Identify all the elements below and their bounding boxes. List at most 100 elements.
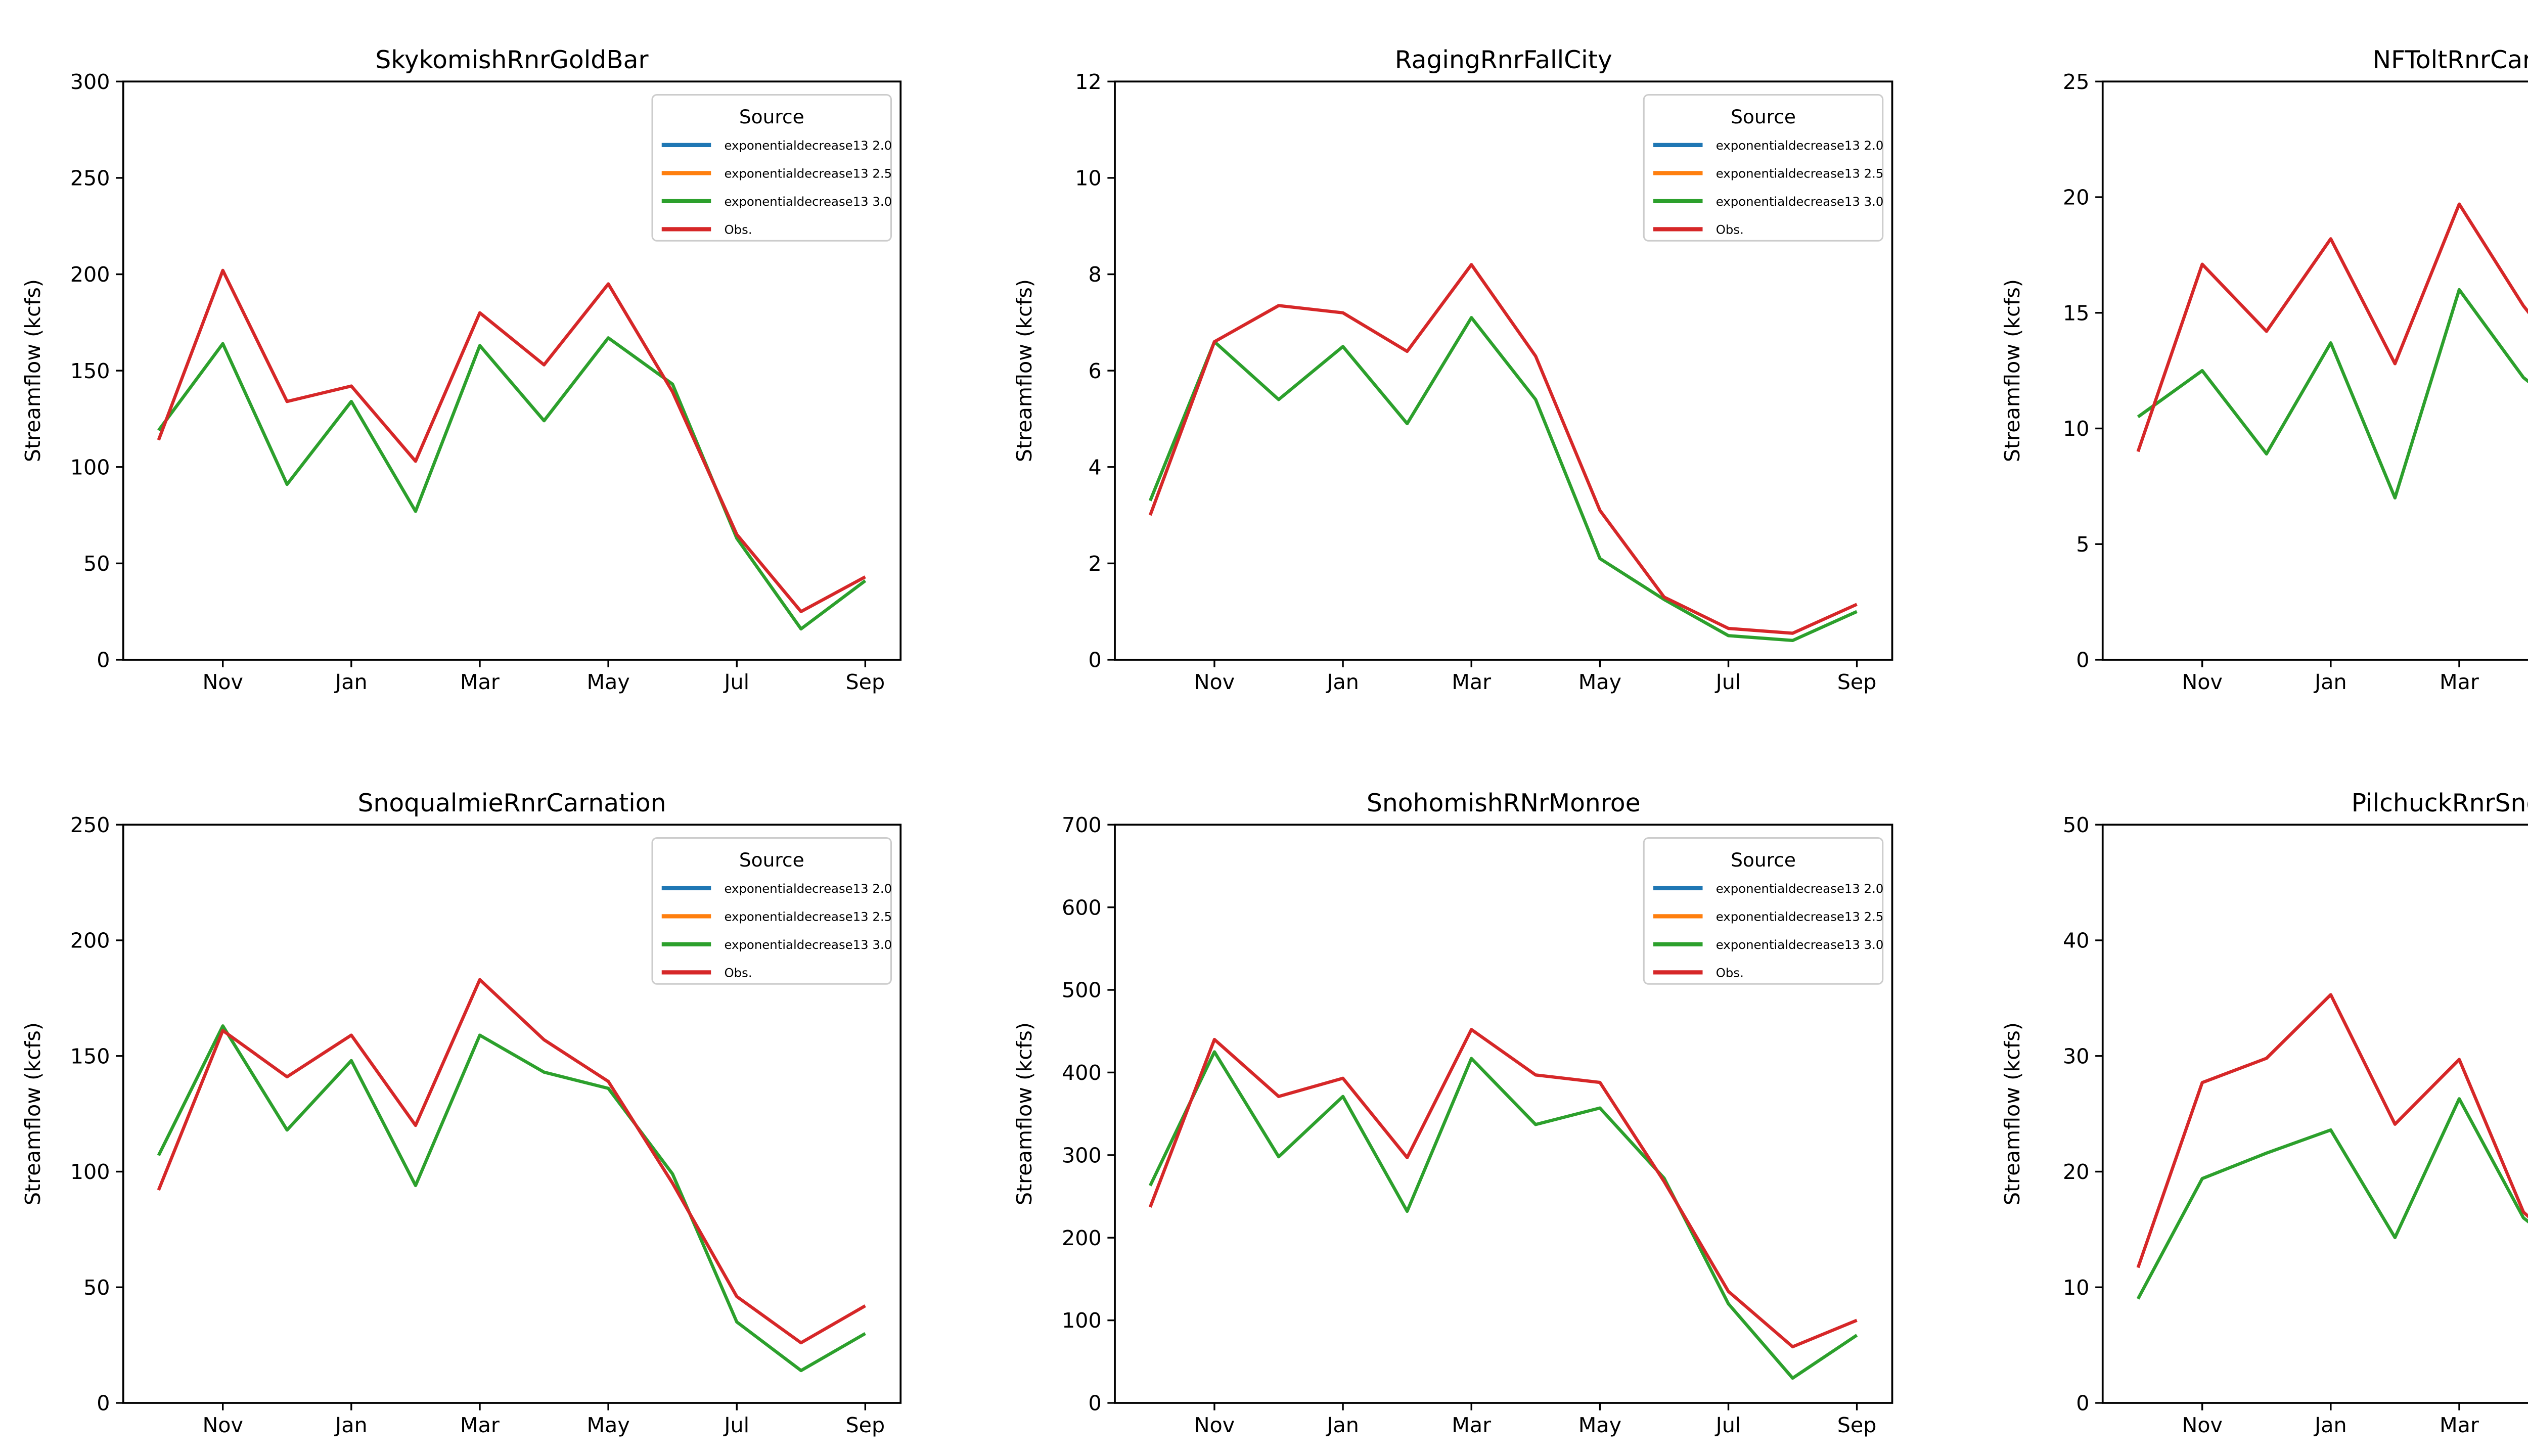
- series-line-exponentialdecrease13-3.0: [2136, 1097, 2528, 1300]
- legend-label: exponentialdecrease13 2.0: [725, 881, 892, 896]
- x-tick-label: Nov: [202, 1413, 243, 1437]
- axes-frame: [1114, 824, 1893, 1404]
- chart-panel-SkykomishRnrGoldBar: SkykomishRnrGoldBar Streamflow (kcfs) 0 50 1…: [21, 46, 902, 694]
- y-tick-label: 0: [1089, 1391, 1102, 1416]
- y-tick-label: 250: [70, 813, 110, 837]
- series-line-obs.: [2136, 202, 2528, 452]
- y-tick-label: 200: [70, 929, 110, 953]
- y-axis-label: Streamflow (kcfs): [1012, 1022, 1036, 1205]
- legend-label: exponentialdecrease13 2.5: [725, 166, 892, 180]
- x-tick-label: Jan: [2313, 670, 2347, 694]
- x-tick-label: Nov: [202, 670, 243, 694]
- y-tick-label: 0: [1089, 648, 1102, 672]
- legend-label: exponentialdecrease13 2.0: [725, 138, 892, 153]
- y-axis-label: Streamflow (kcfs): [21, 1022, 45, 1205]
- legend-label: exponentialdecrease13 3.0: [1716, 194, 1884, 209]
- panel-title: SnohomishRNrMonroe: [1367, 789, 1641, 817]
- y-tick-label: 5: [2076, 532, 2089, 557]
- legend-label: exponentialdecrease13 2.5: [725, 909, 892, 924]
- y-tick-label: 100: [70, 455, 110, 479]
- y-tick-label: 150: [70, 1044, 110, 1068]
- x-tick-label: Mar: [2440, 1413, 2479, 1437]
- x-tick-label: May: [1578, 1413, 1621, 1437]
- legend-label: exponentialdecrease13 3.0: [725, 937, 892, 952]
- y-tick-label: 100: [70, 1160, 110, 1184]
- x-tick-label: Jul: [723, 1413, 749, 1437]
- x-tick-label: Sep: [1837, 670, 1877, 694]
- y-axis-label: Streamflow (kcfs): [2000, 279, 2024, 462]
- x-tick-label: Nov: [1194, 1413, 1235, 1437]
- legend-title: Source: [1731, 849, 1796, 871]
- y-tick-label: 8: [1089, 262, 1102, 287]
- y-tick-label: 200: [70, 262, 110, 287]
- panel-title: SkykomishRnrGoldBar: [375, 46, 649, 74]
- y-axis-label: Streamflow (kcfs): [2000, 1022, 2024, 1205]
- x-tick-label: Sep: [845, 670, 885, 694]
- chart-panel-SnohomishRNrMonroe: SnohomishRNrMonroe Streamflow (kcfs) 0 100 2…: [1012, 789, 1893, 1437]
- legend-label: exponentialdecrease13 3.0: [725, 194, 892, 209]
- x-tick-label: May: [586, 670, 629, 694]
- y-tick-label: 50: [83, 1276, 110, 1300]
- y-tick-label: 0: [2076, 648, 2089, 672]
- x-tick-label: Jul: [1714, 670, 1741, 694]
- x-tick-label: Jan: [334, 1413, 368, 1437]
- y-tick-label: 100: [1062, 1308, 1102, 1333]
- x-tick-label: Mar: [460, 1413, 500, 1437]
- legend-label: Obs.: [1716, 965, 1744, 980]
- x-tick-label: Nov: [2182, 1413, 2223, 1437]
- legend-label: exponentialdecrease13 2.5: [1716, 166, 1884, 180]
- y-tick-label: 0: [97, 648, 110, 672]
- y-tick-label: 700: [1062, 813, 1102, 837]
- x-tick-label: Jul: [723, 670, 749, 694]
- legend-label: exponentialdecrease13 2.0: [1716, 138, 1884, 153]
- y-tick-label: 20: [2063, 186, 2090, 210]
- x-tick-label: Nov: [1194, 670, 1235, 694]
- chart-panel-RagingRnrFallCity: RagingRnrFallCity Streamflow (kcfs) 0 2 4 6 8 1…: [1012, 46, 1893, 694]
- series-line-exponentialdecrease13-3.0: [157, 1024, 866, 1373]
- y-tick-label: 6: [1089, 359, 1102, 383]
- axes-frame: [2101, 80, 2528, 661]
- axes-frame: [1114, 80, 1893, 661]
- panel-title: NFToltRnrCarnation: [2373, 46, 2528, 74]
- chart-panel-SnoqualmieRnrCarnation: SnoqualmieRnrCarnation Streamflow (kcfs) 0…: [21, 789, 902, 1437]
- series-line-obs.: [1148, 263, 1858, 635]
- y-tick-label: 200: [1062, 1226, 1102, 1250]
- y-tick-label: 300: [70, 70, 110, 94]
- x-tick-label: Sep: [1837, 1413, 1877, 1437]
- series-line-exponentialdecrease13-3.0: [2137, 288, 2528, 499]
- legend-box: [1643, 94, 1884, 242]
- y-tick-label: 600: [1062, 895, 1102, 920]
- x-tick-label: May: [1578, 670, 1621, 694]
- y-tick-label: 300: [1062, 1143, 1102, 1167]
- y-tick-label: 50: [83, 552, 110, 576]
- y-tick-label: 2: [1089, 552, 1102, 576]
- x-tick-label: Nov: [2182, 670, 2223, 694]
- panel-title: PilchuckRnrSnohomish: [2352, 789, 2528, 817]
- series-line-obs.: [157, 268, 866, 613]
- y-tick-label: 30: [2063, 1044, 2090, 1068]
- legend-title: Source: [1731, 106, 1796, 128]
- x-tick-label: Jan: [1325, 670, 1359, 694]
- y-tick-label: 25: [2063, 70, 2090, 94]
- y-tick-label: 15: [2063, 301, 2090, 325]
- y-tick-label: 40: [2063, 929, 2090, 953]
- legend-label: Obs.: [725, 222, 752, 237]
- legend-box: [651, 837, 892, 985]
- series-line-exponentialdecrease13-3.0: [1149, 1050, 1858, 1380]
- y-tick-label: 250: [70, 166, 110, 190]
- y-tick-label: 10: [2063, 417, 2090, 441]
- series-line-obs.: [1148, 1028, 1858, 1349]
- chart-panel-NFToltRnrCarnation: NFToltRnrCarnation Streamflow (kcfs) 0 5 10 1…: [2000, 46, 2528, 694]
- legend-label: Obs.: [1716, 222, 1744, 237]
- legend-label: exponentialdecrease13 2.0: [1716, 881, 1884, 896]
- legend-box: [1643, 837, 1884, 985]
- panel-title: SnoqualmieRnrCarnation: [357, 789, 666, 817]
- legend-label: Obs.: [725, 965, 752, 980]
- x-tick-label: May: [586, 1413, 629, 1437]
- x-tick-label: Mar: [1452, 670, 1491, 694]
- y-tick-label: 0: [97, 1391, 110, 1416]
- axes-frame: [122, 80, 902, 661]
- y-tick-label: 400: [1062, 1061, 1102, 1085]
- legend-box: [651, 94, 892, 242]
